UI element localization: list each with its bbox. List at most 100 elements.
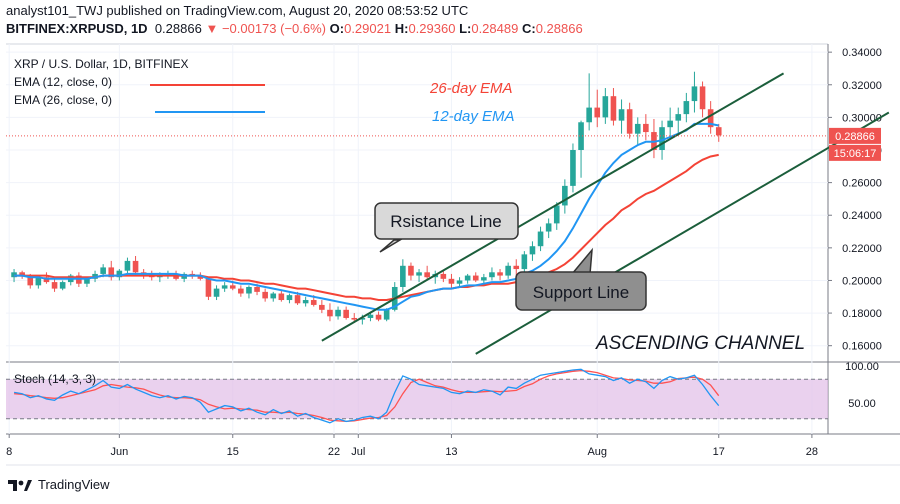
stoch-label: Stoch (14, 3, 3) [14,372,96,386]
candle[interactable] [553,202,560,230]
support-callout[interactable]: Support Line [515,247,647,311]
price-change: −0.00173 (−0.6%) [221,21,327,36]
close-label: C: [521,21,536,36]
resistance-callout[interactable]: Rsistance Line [374,202,519,253]
time-tick-label: Jul [351,446,365,458]
resistance-label: Rsistance Line [390,212,502,231]
tradingview-logo-icon [8,479,32,491]
time-tick-label: 28 [806,446,818,458]
candle[interactable] [424,265,430,279]
candle[interactable] [586,73,592,131]
candle[interactable] [529,241,536,261]
brand-name: TradingView [38,477,110,492]
candle[interactable] [464,273,471,284]
price-tick-label: 0.30000 [842,112,882,124]
channel-label: ASCENDING CHANNEL [595,333,805,354]
candle[interactable] [108,260,115,281]
candle[interactable] [327,303,333,322]
candle[interactable] [594,89,601,128]
candle[interactable] [472,272,479,283]
candle[interactable] [124,257,131,274]
price-tick-label: 0.18000 [842,308,882,320]
candle[interactable] [610,88,617,126]
grid [6,44,828,434]
price-tick-label: 0.24000 [842,210,882,222]
candle[interactable] [11,269,17,283]
candle[interactable] [319,300,325,314]
candle[interactable] [626,102,633,139]
candle[interactable] [400,259,406,292]
candle[interactable] [618,99,625,134]
price-tick-label: 0.34000 [842,47,882,59]
price-axis[interactable]: 0.16000 0.18000 0.20000 0.22000 0.24000 0.260… [828,47,882,353]
stoch-k-line[interactable] [13,368,720,424]
candle[interactable] [667,107,673,137]
candle[interactable] [132,256,139,276]
candle[interactable] [335,306,341,320]
candle[interactable] [262,288,268,302]
price-tick-label: 0.32000 [842,80,882,92]
candle[interactable] [440,270,447,283]
candle[interactable] [270,291,277,302]
candle[interactable] [683,92,690,123]
candle[interactable] [634,117,641,146]
support-trendline[interactable] [475,111,890,355]
time-axis[interactable]: 8 Jun 15 22 Jul 13 Aug 17 28 [6,434,818,458]
candle[interactable] [715,123,722,142]
stoch-tick-50: 50.00 [848,398,876,410]
candle[interactable] [570,143,576,193]
stoch-band [6,379,828,419]
candle[interactable] [343,306,349,320]
candle[interactable] [489,267,495,281]
candle[interactable] [699,81,706,118]
candle[interactable] [521,251,528,273]
svg-text:15:06:17: 15:06:17 [834,148,877,160]
candle[interactable] [286,293,293,304]
candle[interactable] [51,278,58,292]
last-price: 0.28866 [154,21,202,36]
price-tick-label: 0.22000 [842,243,882,255]
symbol-label: BITFINEX:XRPUSD, 1D [6,21,148,36]
ema26-line[interactable] [14,153,719,301]
candle[interactable] [456,277,463,287]
footer[interactable]: TradingView [8,477,110,492]
candle[interactable] [375,311,382,322]
candle[interactable] [707,101,714,134]
low-value: 0.28489 [471,21,519,36]
candle[interactable] [675,107,682,134]
candle[interactable] [59,280,66,291]
candle[interactable] [205,277,212,301]
candle[interactable] [602,88,609,124]
candle[interactable] [213,285,220,301]
candle[interactable] [497,269,503,281]
candle[interactable] [513,259,520,276]
candle[interactable] [278,290,285,302]
candle[interactable] [246,285,252,299]
candle[interactable] [416,269,422,283]
resistance-trendline[interactable] [321,72,785,342]
candle[interactable] [302,296,309,307]
price-tick-label: 0.20000 [842,275,882,287]
time-tick-label: Jun [110,446,128,458]
open-value: 0.29021 [344,21,392,36]
candle[interactable] [691,71,698,113]
candle[interactable] [408,262,414,281]
candle[interactable] [221,282,228,292]
close-value: 0.28866 [535,21,583,36]
candle[interactable] [505,262,511,279]
current-price-badge: 0.28866 15:06:17 [829,127,881,161]
candle[interactable] [578,120,584,178]
low-label: L: [459,21,472,36]
candle[interactable] [537,226,544,252]
time-tick-label: 13 [445,446,457,458]
time-tick-label: 22 [328,446,340,458]
candle[interactable] [448,273,455,289]
svg-text:0.28866: 0.28866 [835,131,875,143]
candle[interactable] [238,285,244,297]
price-tick-label: 0.16000 [842,341,882,353]
legend-title: XRP / U.S. Dollar, 1D, BITFINEX [14,57,189,71]
support-label: Support Line [533,283,629,302]
candle[interactable] [562,179,568,214]
candle[interactable] [545,218,552,239]
